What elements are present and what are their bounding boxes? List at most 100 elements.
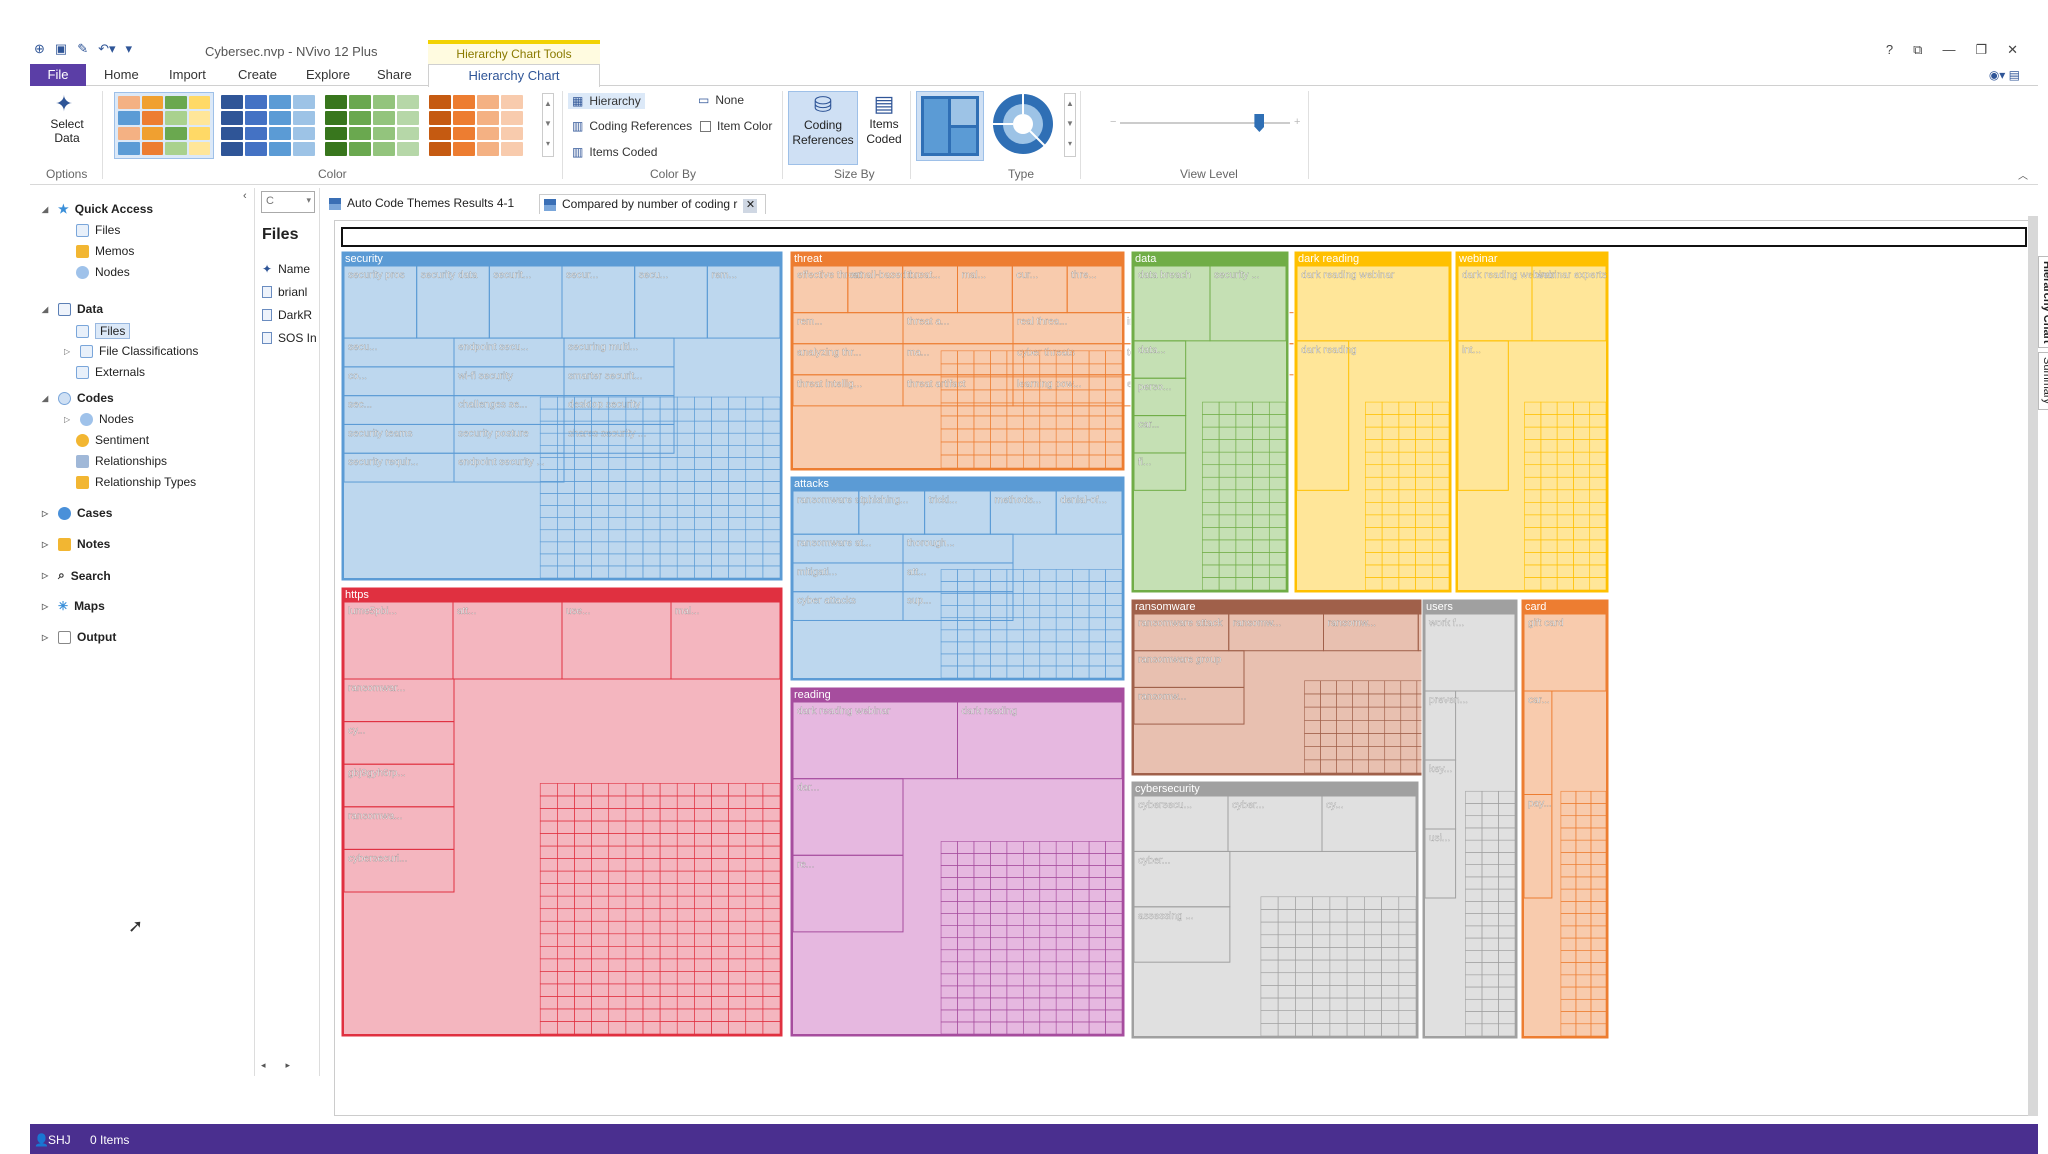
minimize-button[interactable]: — — [1942, 42, 1956, 57]
child-cell[interactable] — [563, 423, 675, 454]
close-tab-icon[interactable]: ✕ — [743, 199, 758, 213]
child-cell[interactable] — [1523, 613, 1607, 692]
child-cell[interactable] — [1523, 794, 1553, 899]
treemap-tile-cybersecurity[interactable]: cybersecurity cybersecu... cyber... cy... cy… — [1130, 780, 1420, 1040]
nav-notes[interactable]: ▷ Notes — [42, 537, 110, 551]
select-data-button[interactable]: ✦ Select Data — [42, 91, 86, 161]
treemap-tile-https[interactable]: https lume5pbi... att... use... mal... ransom… — [340, 586, 784, 1038]
child-cell[interactable] — [1531, 265, 1607, 342]
child-cell[interactable] — [1424, 828, 1457, 899]
tab-file[interactable]: File — [30, 64, 86, 86]
horizontal-scrollbar[interactable]: ◂ ▸ — [261, 1060, 291, 1070]
child-cell[interactable] — [957, 701, 1123, 780]
child-cell[interactable] — [1133, 452, 1187, 491]
nav-qa-memos[interactable]: Memos — [76, 244, 134, 258]
color-items-coded-option[interactable]: ▥ Items Coded — [572, 145, 657, 159]
help-button[interactable]: ? — [1885, 42, 1894, 57]
item-color-checkbox[interactable]: Item Color — [700, 119, 772, 133]
nav-data[interactable]: ◢ Data — [42, 302, 103, 316]
maximize-button[interactable]: ❐ — [1975, 42, 1988, 57]
hierarchy-option[interactable]: ▦ Hierarchy — [568, 93, 645, 109]
child-cell[interactable] — [706, 265, 781, 339]
edit-icon[interactable]: ✎ — [77, 41, 89, 56]
nav-externals[interactable]: Externals — [76, 365, 145, 379]
nav-relationships[interactable]: Relationships — [76, 454, 167, 468]
child-cell[interactable] — [1209, 265, 1287, 342]
palette-swatch[interactable] — [426, 92, 526, 159]
type-gallery-scroll[interactable]: ▲ ▼ ▾ — [1064, 93, 1076, 157]
nav-search[interactable]: ▷ ⌕ Search — [42, 568, 111, 583]
tab-explore[interactable]: Explore — [306, 67, 351, 82]
treemap-tile-data[interactable]: data data breach security ... data... perso.… — [1130, 250, 1290, 594]
child-cell[interactable] — [902, 591, 1014, 621]
child-cell[interactable] — [1457, 340, 1509, 491]
collapse-ribbon-icon[interactable]: ︿ — [2018, 171, 2028, 182]
nav-data-files[interactable]: Files — [76, 323, 131, 339]
child-cell[interactable] — [1133, 686, 1245, 725]
undo-icon[interactable]: ↶▾ — [98, 41, 116, 56]
size-coding-references-button[interactable]: ⛁ Coding References — [788, 91, 858, 165]
child-cell[interactable] — [1296, 265, 1450, 342]
child-cell[interactable] — [670, 601, 781, 680]
files-filter-combo[interactable]: C ▾ — [261, 191, 315, 213]
tab-hierarchy-chart[interactable]: Hierarchy Chart — [428, 64, 600, 87]
view-level-slider[interactable] — [1120, 114, 1290, 132]
account-icon[interactable]: ◉▾ ▤ — [1988, 68, 2020, 82]
treemap-tile-users[interactable]: users work f... preven... key... usi... — [1421, 598, 1519, 1040]
tab-share[interactable]: Share — [377, 67, 412, 82]
tab-compared-by[interactable]: Compared by number of coding r ✕ — [539, 194, 767, 214]
collapse-nav-icon[interactable]: ‹ — [243, 190, 247, 202]
palette-swatch[interactable] — [322, 92, 422, 159]
treemap-tile-reading[interactable]: reading dark reading webinar dark reading d… — [789, 686, 1126, 1038]
nav-qa-files[interactable]: Files — [76, 223, 120, 237]
child-cell[interactable] — [453, 452, 565, 483]
treemap-type-button[interactable] — [916, 91, 984, 161]
child-cell[interactable] — [1424, 613, 1516, 692]
side-tab-summary[interactable]: Summary — [2038, 352, 2048, 410]
nav-maps[interactable]: ▷ ✳ Maps — [42, 599, 105, 613]
child-cell[interactable] — [1296, 340, 1350, 491]
customize-qat-icon[interactable]: ▾ — [125, 41, 133, 56]
child-cell[interactable] — [1133, 906, 1231, 963]
child-cell[interactable] — [343, 848, 455, 893]
close-button[interactable]: ✕ — [2007, 42, 2018, 57]
list-item[interactable]: SOS In — [262, 331, 318, 345]
tab-home[interactable]: Home — [104, 67, 139, 82]
child-cell[interactable] — [1321, 795, 1417, 852]
nav-qa-nodes[interactable]: Nodes — [76, 265, 130, 279]
treemap-tile-dark-reading[interactable]: dark reading dark reading webinar dark rea… — [1293, 250, 1453, 594]
color-coding-references-option[interactable]: ▥ Coding References — [572, 119, 692, 133]
view-level-thumb[interactable] — [1254, 114, 1265, 132]
files-column-header[interactable]: ✦ Name — [262, 262, 318, 276]
tab-import[interactable]: Import — [169, 67, 206, 82]
child-cell[interactable] — [1055, 490, 1123, 535]
nav-codes-nodes[interactable]: ▷ Nodes — [64, 412, 134, 426]
nav-codes[interactable]: ◢ Codes — [42, 391, 114, 405]
nav-output[interactable]: ▷ Output — [42, 630, 116, 644]
nav-file-classifications[interactable]: ▷ File Classifications — [64, 344, 198, 358]
save-icon[interactable]: ▣ — [54, 41, 68, 56]
list-item[interactable]: brianl — [262, 285, 318, 299]
sunburst-type-button[interactable] — [990, 91, 1060, 161]
palette-swatch[interactable] — [218, 92, 318, 159]
treemap-tile-security[interactable]: security security pros security data securi… — [340, 250, 784, 582]
size-items-coded-button[interactable]: ▤ Items Coded — [862, 91, 906, 165]
tab-create[interactable]: Create — [238, 67, 278, 82]
child-cell[interactable] — [792, 854, 904, 933]
treemap-tile-card[interactable]: card gift card car... pay... — [1520, 598, 1610, 1040]
tab-auto-code-results[interactable]: Auto Code Themes Results 4-1 — [325, 194, 522, 214]
list-item[interactable]: DarkR — [262, 308, 318, 322]
zoom-in-icon[interactable]: + — [1294, 116, 1301, 128]
vertical-scrollbar[interactable] — [2028, 216, 2038, 1116]
gallery-scroll[interactable]: ▲ ▼ ▾ — [542, 93, 554, 157]
zoom-out-icon[interactable]: − — [1110, 116, 1117, 128]
nav-relationship-types[interactable]: Relationship Types — [76, 475, 196, 489]
nav-cases[interactable]: ▷ Cases — [42, 506, 112, 520]
nav-sentiment[interactable]: Sentiment — [76, 433, 149, 447]
side-tab-hierarchy-chart[interactable]: Hierarchy Chart — [2038, 256, 2048, 348]
color-none-option[interactable]: ▭ None — [698, 93, 744, 107]
nav-quick-access[interactable]: ◢ ★ Quick Access — [42, 202, 153, 216]
